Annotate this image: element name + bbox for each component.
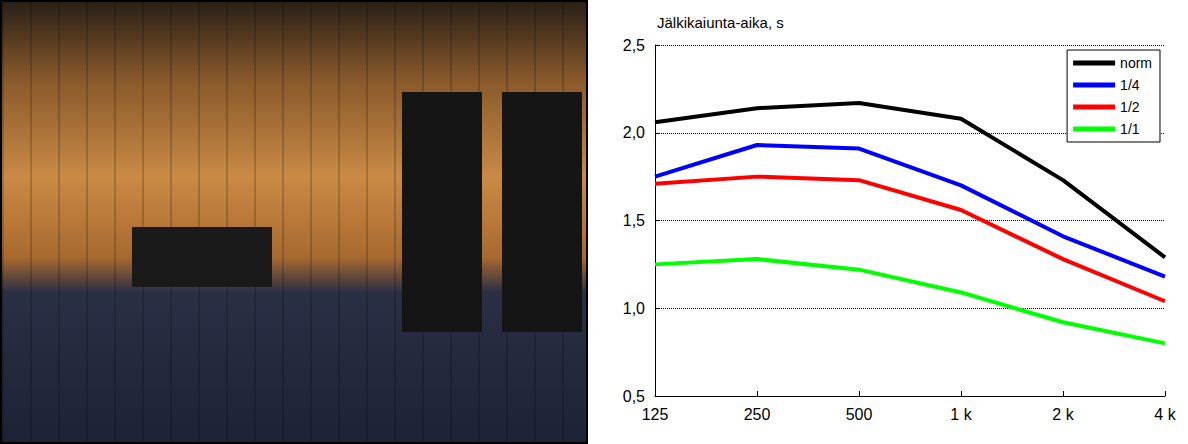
svg-text:2,5: 2,5 bbox=[623, 37, 645, 54]
svg-text:4 k: 4 k bbox=[1154, 406, 1176, 423]
svg-text:2 k: 2 k bbox=[1052, 406, 1074, 423]
svg-text:1/4: 1/4 bbox=[1120, 77, 1140, 93]
svg-text:500: 500 bbox=[846, 406, 873, 423]
svg-text:1/1: 1/1 bbox=[1120, 121, 1140, 137]
svg-text:2,0: 2,0 bbox=[623, 124, 645, 141]
svg-text:250: 250 bbox=[744, 406, 771, 423]
svg-text:1 k: 1 k bbox=[950, 406, 972, 423]
svg-text:1,5: 1,5 bbox=[623, 212, 645, 229]
svg-text:1/2: 1/2 bbox=[1120, 99, 1140, 115]
svg-text:1,0: 1,0 bbox=[623, 300, 645, 317]
svg-text:Jälkikaiunta-aika, s: Jälkikaiunta-aika, s bbox=[657, 14, 784, 31]
svg-text:norm: norm bbox=[1120, 55, 1152, 71]
svg-text:125: 125 bbox=[642, 406, 669, 423]
svg-text:0,5: 0,5 bbox=[623, 388, 645, 405]
